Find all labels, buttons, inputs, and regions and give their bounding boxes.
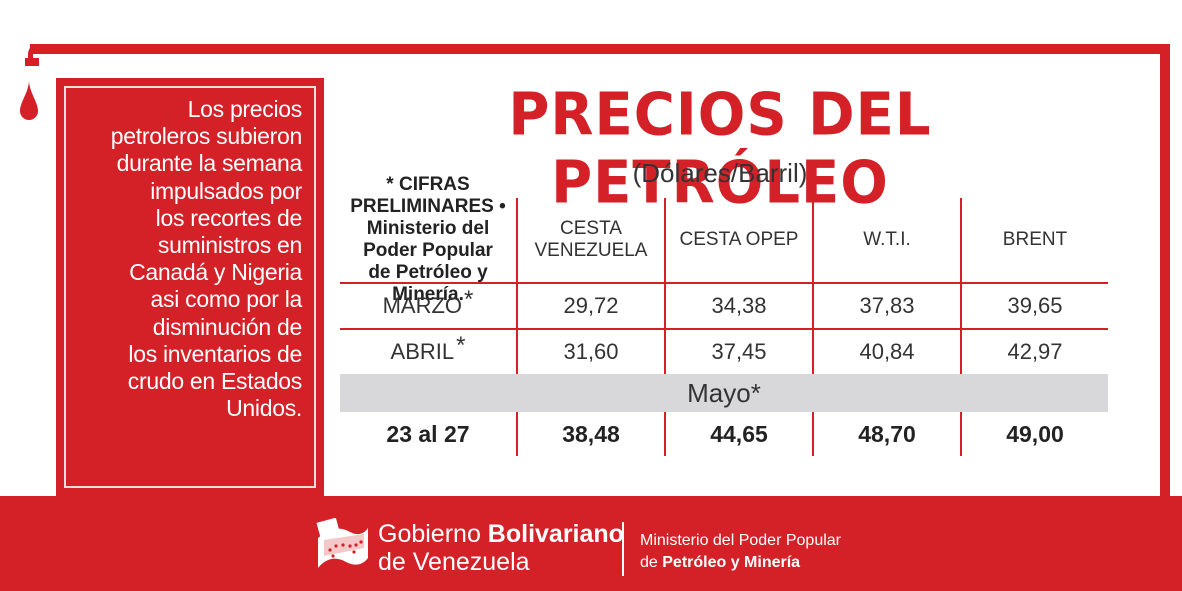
divider bbox=[340, 328, 1108, 330]
value-cell: 31,60 bbox=[516, 330, 664, 374]
gov-name-line1: Gobierno Bolivariano bbox=[378, 520, 624, 549]
gov-name-line2: de Venezuela bbox=[378, 548, 530, 576]
value-cell: 29,72 bbox=[516, 284, 664, 328]
pipe-stub bbox=[25, 58, 39, 66]
venezuela-flag-logo-icon bbox=[316, 518, 368, 568]
value-cell: 42,97 bbox=[960, 330, 1108, 374]
value-cell: 48,70 bbox=[812, 412, 960, 456]
info-line: asi como por la bbox=[150, 286, 303, 313]
preliminary-note: * CIFRAS PRELIMINARES • Ministerio del P… bbox=[340, 174, 516, 305]
value-cell: 40,84 bbox=[812, 330, 960, 374]
note-line: * CIFRAS PRELIMINARES • bbox=[350, 174, 506, 217]
row-label: MARZO * bbox=[340, 284, 516, 328]
info-line: suministros en bbox=[157, 232, 302, 259]
ministry-line1: Ministerio del Poder Popular bbox=[640, 532, 841, 549]
info-line: disminución de bbox=[152, 313, 303, 340]
value-cell: 37,83 bbox=[812, 284, 960, 328]
page-title: PRECIOS DEL PETRÓLEO bbox=[508, 80, 932, 218]
value-cell: 44,65 bbox=[664, 412, 812, 456]
header-wti: W.T.I. bbox=[812, 198, 960, 282]
gov-regular: Gobierno bbox=[378, 520, 488, 548]
month-name: ABRIL bbox=[390, 339, 455, 364]
info-line: Canadá y Nigeria bbox=[129, 259, 302, 286]
note-line: de Petróleo y Minería. bbox=[368, 262, 488, 305]
page-subtitle: (Dólares/Barril) bbox=[632, 158, 808, 188]
info-line: durante la semana bbox=[116, 150, 303, 177]
info-line: los recortes de bbox=[155, 204, 303, 231]
ministry-line2: de Petróleo y Minería bbox=[640, 554, 800, 572]
info-line: impulsados por bbox=[150, 177, 302, 204]
price-table: * CIFRAS PRELIMINARES • Ministerio del P… bbox=[340, 174, 1108, 456]
month-name: MARZO bbox=[382, 293, 463, 318]
value-cell: 34,38 bbox=[664, 284, 812, 328]
info-line: los inventarios de bbox=[128, 340, 302, 367]
table-row: MARZO * 29,72 34,38 37,83 39,65 bbox=[340, 284, 1108, 328]
header-cesta-opep: CESTA OPEP bbox=[664, 198, 812, 282]
info-line: crudo en Estados bbox=[127, 368, 303, 395]
value-cell: 49,00 bbox=[960, 412, 1108, 456]
value-cell: 38,48 bbox=[516, 412, 664, 456]
divider bbox=[340, 282, 1108, 284]
ministry-bold: Petróleo y Minería bbox=[662, 554, 801, 571]
ministry-pre: de bbox=[640, 554, 663, 571]
info-line: petroleros subieron bbox=[110, 123, 303, 150]
header-line: VENEZUELA bbox=[534, 240, 648, 261]
value-cell: 39,65 bbox=[960, 284, 1108, 328]
info-text: Los precios petroleros subieron durante … bbox=[62, 96, 303, 422]
pipe-cap bbox=[28, 44, 42, 66]
asterisk: * bbox=[456, 332, 466, 359]
frame-pipe-top bbox=[30, 44, 1170, 54]
table-row: 23 al 27 38,48 44,65 48,70 49,00 bbox=[340, 412, 1108, 456]
header-cesta-venezuela: CESTA VENEZUELA bbox=[516, 198, 664, 282]
info-line: Los precios bbox=[187, 96, 303, 122]
info-panel: Los precios petroleros subieron durante … bbox=[56, 78, 324, 496]
header-line: CESTA bbox=[560, 218, 622, 239]
table-row: ABRIL * 31,60 37,45 40,84 42,97 bbox=[340, 330, 1108, 374]
table-header-row: * CIFRAS PRELIMINARES • Ministerio del P… bbox=[340, 174, 1108, 305]
value-cell: 37,45 bbox=[664, 330, 812, 374]
gov-bold: Bolivariano bbox=[487, 520, 624, 548]
row-label: ABRIL * bbox=[340, 330, 516, 374]
section-mayo: Mayo* bbox=[340, 374, 1108, 412]
header-brent: BRENT bbox=[960, 198, 1108, 282]
info-line: Unidos. bbox=[226, 395, 302, 422]
frame-pipe-right bbox=[1160, 44, 1170, 504]
footer-band: Gobierno Bolivariano de Venezuela Minist… bbox=[0, 496, 1182, 591]
row-label: 23 al 27 bbox=[386, 420, 470, 447]
note-line: Ministerio del Poder Popular bbox=[363, 218, 493, 261]
oil-drop-icon bbox=[20, 80, 38, 120]
asterisk: * bbox=[464, 286, 474, 313]
footer-separator bbox=[622, 522, 624, 576]
